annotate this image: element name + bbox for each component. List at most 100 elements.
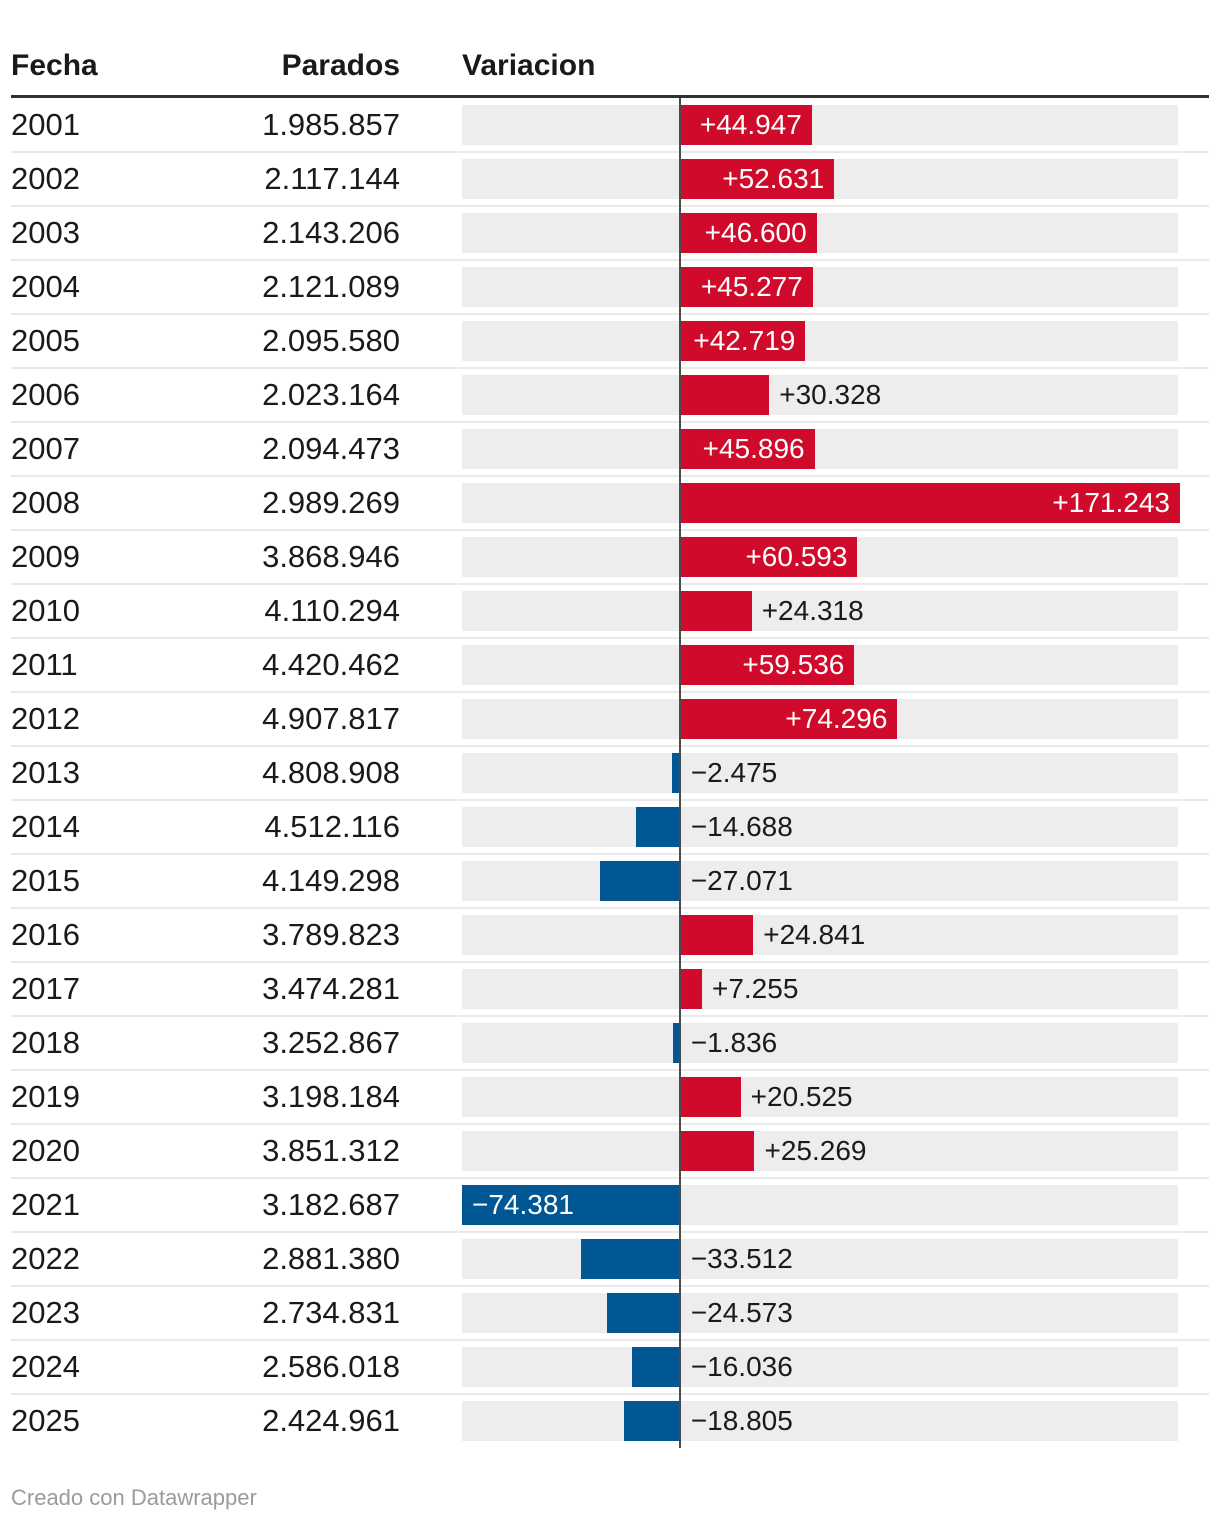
zero-baseline	[678, 368, 681, 422]
zero-baseline	[678, 800, 681, 854]
variacion-label: +171.243	[1052, 487, 1170, 518]
variacion-bar	[680, 969, 702, 1009]
variacion-bar	[680, 375, 770, 415]
variacion-bar-cell: −24.573	[462, 1286, 1178, 1340]
variacion-label: +60.593	[745, 541, 848, 572]
table-row: 2009 3.868.946 +60.593	[11, 529, 1209, 584]
year-cell: 2023	[11, 1295, 80, 1330]
variacion-bar	[680, 483, 1180, 523]
zero-baseline	[678, 692, 681, 746]
parados-cell: 2.881.380	[262, 1241, 400, 1276]
zero-baseline	[678, 98, 681, 152]
variacion-bar-cell: +45.277	[462, 260, 1178, 314]
variacion-label: +30.328	[779, 379, 882, 410]
parados-cell: 4.808.908	[262, 755, 400, 790]
year-cell: 2006	[11, 377, 80, 412]
variacion-bar-cell: +24.318	[462, 584, 1178, 638]
variacion-bar	[462, 1185, 679, 1225]
variacion-bar-cell: +45.896	[462, 422, 1178, 476]
year-cell: 2001	[11, 107, 80, 142]
zero-baseline	[678, 206, 681, 260]
parados-cell: 2.586.018	[262, 1349, 400, 1384]
parados-cell: 4.149.298	[262, 863, 400, 898]
parados-cell: 4.110.294	[264, 593, 400, 628]
variacion-bar-cell: −18.805	[462, 1394, 1178, 1448]
parados-cell: 4.907.817	[262, 701, 400, 736]
parados-cell: 3.252.867	[262, 1025, 400, 1060]
variacion-bar-cell: +44.947	[462, 98, 1178, 152]
table-body: 2001 1.985.857 +44.947 2002 2.117.144 +5…	[11, 98, 1209, 1448]
variacion-bar-cell: +171.243	[462, 476, 1180, 530]
zero-baseline	[678, 1394, 681, 1448]
zero-baseline	[678, 638, 681, 692]
table-row: 2012 4.907.817 +74.296	[11, 691, 1209, 746]
zero-baseline	[678, 476, 681, 530]
variacion-bar-cell: −27.071	[462, 854, 1178, 908]
variacion-label: +45.896	[702, 433, 805, 464]
variacion-bar-cell: +74.296	[462, 692, 1178, 746]
table-row: 2013 4.808.908 −2.475	[11, 745, 1209, 800]
year-cell: 2012	[11, 701, 80, 736]
parados-cell: 4.420.462	[262, 647, 400, 682]
table-row: 2024 2.586.018 −16.036	[11, 1339, 1209, 1394]
parados-cell: 2.094.473	[262, 431, 400, 466]
year-cell: 2004	[11, 269, 80, 304]
table-row: 2006 2.023.164 +30.328	[11, 367, 1209, 422]
zero-baseline	[678, 1340, 681, 1394]
variacion-bar	[680, 1077, 741, 1117]
zero-baseline	[678, 530, 681, 584]
variacion-label: −33.512	[690, 1243, 793, 1274]
variacion-label: +25.269	[764, 1135, 867, 1166]
year-cell: 2024	[11, 1349, 80, 1384]
variacion-bar-cell: +30.328	[462, 368, 1178, 422]
variacion-bar	[680, 699, 898, 739]
variacion-label: +45.277	[700, 271, 803, 302]
table-row: 2016 3.789.823 +24.841	[11, 907, 1209, 962]
variacion-label: +20.525	[750, 1081, 853, 1112]
zero-baseline	[678, 1070, 681, 1124]
zero-baseline	[678, 746, 681, 800]
zero-baseline	[678, 908, 681, 962]
column-header-parados: Parados	[281, 49, 400, 82]
zero-baseline	[678, 1178, 681, 1232]
variacion-label: +44.947	[699, 109, 802, 140]
table-row: 2010 4.110.294 +24.318	[11, 583, 1209, 638]
parados-cell: 3.182.687	[262, 1187, 400, 1222]
zero-baseline	[678, 1286, 681, 1340]
variacion-bar-cell: +59.536	[462, 638, 1178, 692]
table-row: 2011 4.420.462 +59.536	[11, 637, 1209, 692]
variacion-bar	[581, 1239, 679, 1279]
variacion-label: +42.719	[693, 325, 796, 356]
table-row: 2017 3.474.281 +7.255	[11, 961, 1209, 1016]
year-cell: 2017	[11, 971, 80, 1006]
variacion-label: +7.255	[711, 973, 799, 1004]
zero-baseline	[678, 1124, 681, 1178]
table-row: 2008 2.989.269 +171.243	[11, 475, 1209, 530]
variacion-bar-cell: +60.593	[462, 530, 1178, 584]
variacion-label: +59.536	[742, 649, 845, 680]
zero-baseline	[678, 962, 681, 1016]
year-cell: 2020	[11, 1133, 80, 1168]
parados-cell: 2.424.961	[262, 1403, 400, 1438]
year-cell: 2022	[11, 1241, 80, 1276]
variacion-label: −24.573	[690, 1297, 793, 1328]
variacion-bar	[632, 1347, 679, 1387]
table-row: 2001 1.985.857 +44.947	[11, 98, 1209, 152]
variacion-label: −74.381	[472, 1189, 574, 1220]
variacion-bar-cell: −16.036	[462, 1340, 1178, 1394]
variacion-bar	[671, 753, 679, 793]
parados-cell: 2.023.164	[262, 377, 400, 412]
parados-cell: 2.143.206	[262, 215, 400, 250]
zero-baseline	[678, 152, 681, 206]
zero-baseline	[678, 260, 681, 314]
variacion-bar-cell: +52.631	[462, 152, 1178, 206]
zero-baseline	[678, 1232, 681, 1286]
variacion-bar	[673, 1023, 679, 1063]
table-row: 2020 3.851.312 +25.269	[11, 1123, 1209, 1178]
year-cell: 2019	[11, 1079, 80, 1114]
year-cell: 2008	[11, 485, 80, 520]
variacion-bar	[599, 861, 679, 901]
zero-baseline	[678, 422, 681, 476]
parados-cell: 2.121.089	[262, 269, 400, 304]
